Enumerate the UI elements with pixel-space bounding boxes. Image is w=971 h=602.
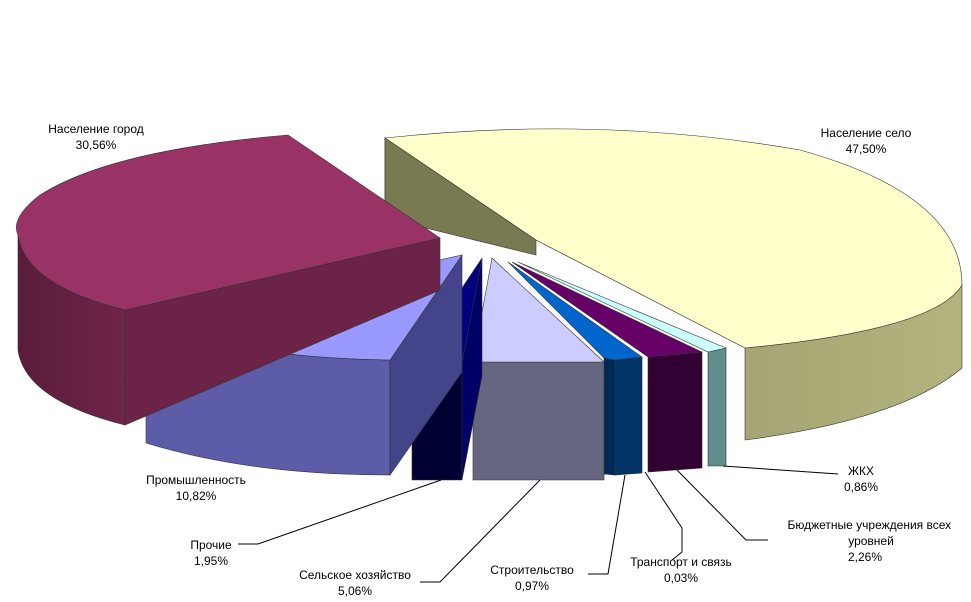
svg-text:Бюджетные учреждения всех: Бюджетные учреждения всех уровней — [788, 518, 955, 548]
label-value: 2,26% — [848, 550, 882, 564]
slice-stroitelstvo — [472, 257, 605, 481]
label-name: Прочие — [190, 538, 232, 552]
label-prochie: Прочие 1,95% — [190, 538, 232, 568]
label-value: 30,56% — [76, 138, 117, 152]
slice-zhkkh — [517, 261, 727, 467]
leader-line-zhkkh — [722, 465, 839, 475]
label-name: Транспорт и связь — [630, 555, 732, 569]
label-naselenie-selo: Население село 47,50% — [821, 126, 912, 156]
label-value: 0,03% — [664, 571, 698, 585]
slice-byudzhetnye — [511, 261, 704, 473]
label-stroitelstvo: Строительство 0,97% — [490, 563, 574, 593]
slice-naselenie-selo-top — [384, 128, 963, 349]
label-value: 1,95% — [194, 554, 228, 568]
label-name: Население город — [48, 122, 144, 136]
leader-line-selskoe — [420, 479, 541, 583]
label-value: 0,86% — [844, 480, 878, 494]
label-transport: Транспорт и связь 0,03% — [630, 555, 732, 585]
leader-line-byudzhetnye — [676, 469, 768, 541]
label-name: Строительство — [490, 563, 574, 577]
label-value: 0,97% — [515, 579, 549, 593]
label-zhkkh: ЖКХ 0,86% — [844, 464, 878, 494]
label-name: Бюджетные учреждения всех — [788, 518, 952, 532]
leader-lines — [238, 465, 839, 583]
slice-naselenie-selo — [384, 128, 963, 441]
label-value: 47,50% — [846, 142, 887, 156]
leader-line-prochie — [238, 479, 442, 545]
label-value: 10,82% — [176, 489, 217, 503]
label-name-line2: уровней — [848, 534, 894, 548]
label-value: 5,06% — [338, 584, 372, 598]
label-naselenie-gorod: Население город 30,56% — [48, 122, 144, 152]
leader-line-transport — [644, 471, 683, 561]
leader-line-stroitelstvo — [588, 474, 626, 575]
label-name: Население село — [821, 126, 912, 140]
label-name: Сельское хозяйство — [299, 568, 411, 582]
label-selskoe-khozyaystvo: Сельское хозяйство 5,06% — [299, 568, 411, 598]
label-name: Промышленность — [146, 473, 246, 487]
label-name: ЖКХ — [848, 464, 874, 478]
slice-transport — [507, 261, 643, 476]
label-promyshlennost: Промышленность 10,82% — [146, 473, 246, 503]
label-byudzhetnye: Бюджетные учреждения всех уровней 2,26% — [788, 518, 955, 564]
slice-naselenie-gorod — [16, 134, 441, 426]
